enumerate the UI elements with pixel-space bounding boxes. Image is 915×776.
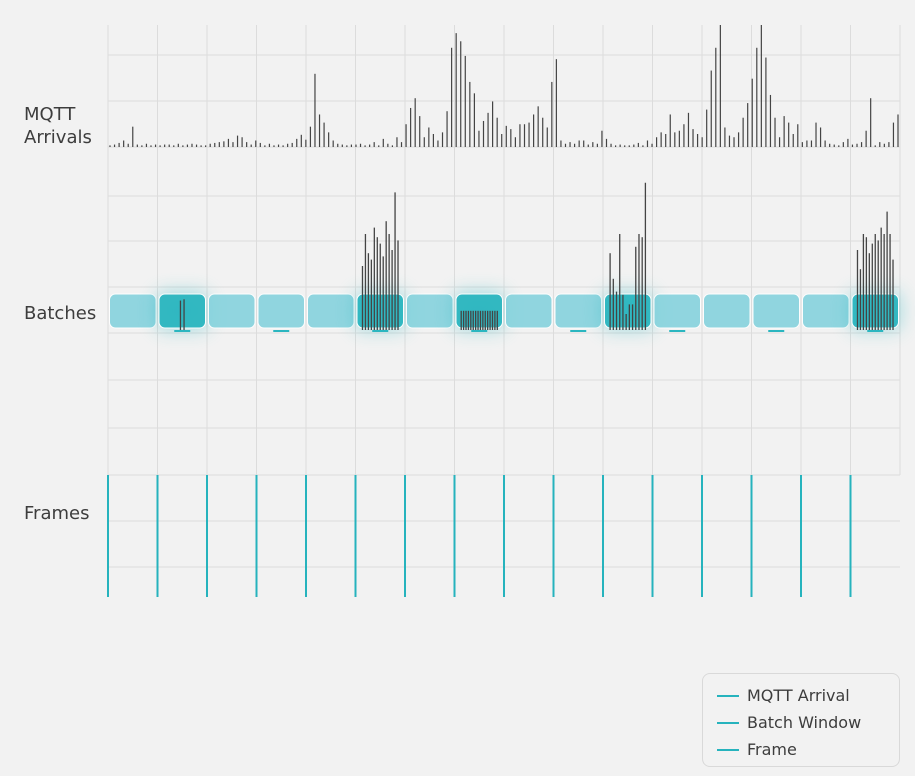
- mqtt-arrivals-lane: [109, 25, 899, 147]
- legend-swatch-batch-window: [717, 721, 739, 724]
- batch-window: [802, 293, 850, 329]
- batches-lane: [109, 182, 902, 332]
- batch-window: [307, 293, 355, 329]
- legend: MQTT Arrival Batch Window Frame: [702, 673, 900, 767]
- legend-label-mqtt-arrival: MQTT Arrival: [747, 686, 850, 705]
- legend-item-mqtt-arrival: MQTT Arrival: [717, 682, 899, 709]
- grid-lines: [107, 25, 901, 568]
- batch-window: [208, 293, 256, 329]
- batches-row-label: Batches: [24, 303, 97, 324]
- legend-item-frame: Frame: [717, 736, 899, 763]
- batch-window: [554, 293, 602, 329]
- legend-label-frame: Frame: [747, 740, 797, 759]
- batch-window: [752, 293, 800, 329]
- legend-swatch-mqtt-arrival: [717, 694, 739, 697]
- batch-window: [455, 293, 503, 329]
- arrivals-row-label: MQTT Arrivals: [24, 104, 92, 148]
- batch-window: [158, 293, 206, 329]
- legend-swatch-frame: [717, 748, 739, 751]
- batch-window: [406, 293, 454, 329]
- legend-label-batch-window: Batch Window: [747, 713, 862, 732]
- batch-window: [703, 293, 751, 329]
- batch-window: [109, 293, 157, 329]
- batch-window: [505, 293, 553, 329]
- frames-row-label: Frames: [24, 503, 90, 524]
- batch-window: [604, 293, 652, 329]
- legend-item-batch-window: Batch Window: [717, 709, 899, 736]
- batch-window: [653, 293, 701, 329]
- frames-lane: [107, 475, 852, 597]
- batch-window: [257, 293, 305, 329]
